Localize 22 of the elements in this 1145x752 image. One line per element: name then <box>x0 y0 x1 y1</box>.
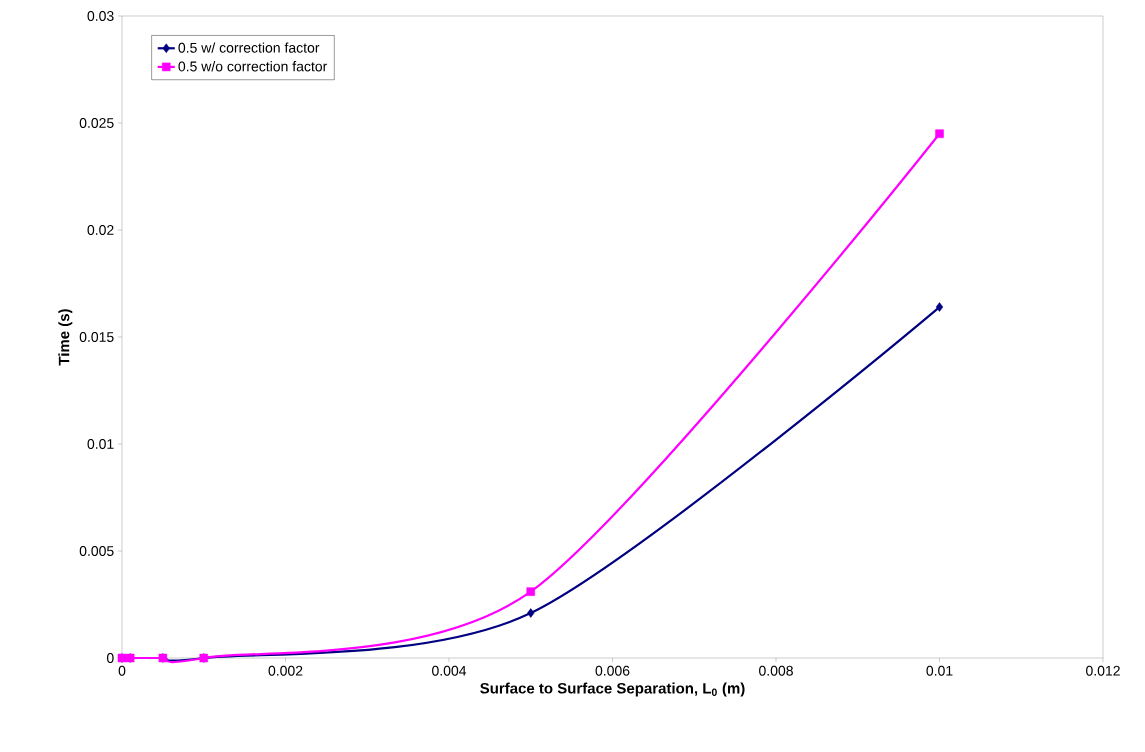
legend-label: 0.5 w/o correction factor <box>178 61 328 72</box>
point <box>526 587 536 596</box>
y-tick-label: 0.025 <box>79 118 114 128</box>
point <box>935 129 944 138</box>
y-tick-label: 0.02 <box>87 225 114 235</box>
point <box>527 608 535 618</box>
x-tick-label: 0.01 <box>926 665 953 676</box>
y-tick-label: 0.005 <box>79 546 114 556</box>
y-axis-title: Time (s) <box>58 309 73 366</box>
point <box>935 302 944 312</box>
x-tick-label: 0.012 <box>1086 665 1120 676</box>
x-tick-label: 0.002 <box>268 665 303 676</box>
x-axis-title: Surface to Surface Separation, L$_{0}$ (m) <box>480 682 745 697</box>
y-tick-label: 0.01 <box>87 439 114 449</box>
x-tick-label: 0.006 <box>595 665 630 676</box>
y-tick-label: 0.015 <box>79 332 114 342</box>
x-tick-label: 0.004 <box>432 665 467 676</box>
legend-label: 0.5 w/ correction factor <box>178 42 320 53</box>
y-tick-label: 0 <box>106 653 114 663</box>
y-tick-label: 0.03 <box>87 11 114 21</box>
x-tick-label: 0.008 <box>759 665 793 676</box>
x-tick-label: 0 <box>118 665 126 676</box>
